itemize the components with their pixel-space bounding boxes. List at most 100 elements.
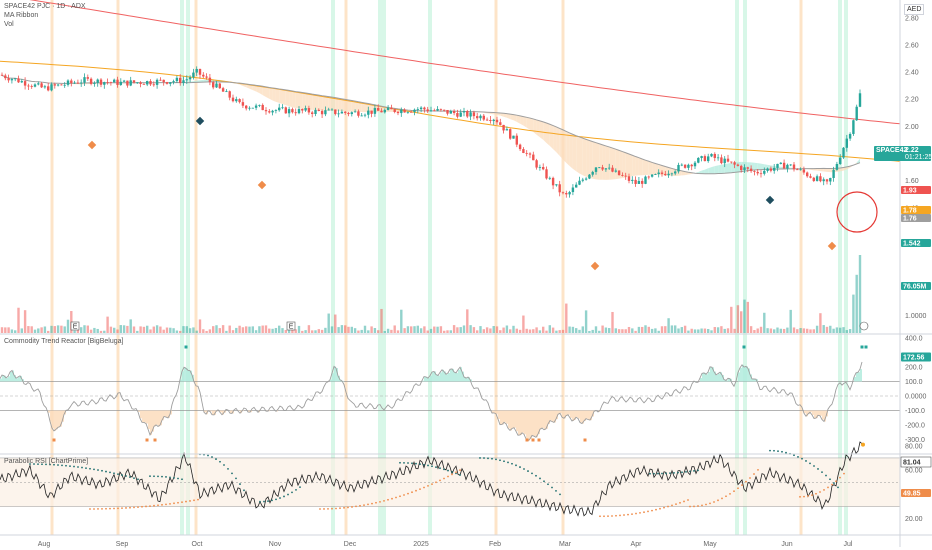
volume-bar: [370, 326, 373, 333]
candle-body: [472, 112, 476, 117]
ribbon-fill-segment: [764, 164, 768, 170]
ctr-pane-title[interactable]: Commodity Trend Reactor [BigBeluga]: [4, 338, 124, 345]
candle-body: [604, 168, 608, 170]
prsi-sar-dot: [129, 506, 131, 509]
prsi-sar-dot: [535, 474, 537, 477]
ribbon-fill-segment: [328, 96, 332, 111]
ribbon-fill-segment: [721, 164, 725, 174]
candle-body: [271, 110, 274, 113]
candle-body: [538, 167, 542, 168]
ribbon-fill-segment: [533, 118, 537, 135]
prsi-pane-title[interactable]: Parabolic RSI [ChartPrime]: [4, 458, 89, 465]
prsi-sar-dot: [627, 513, 629, 516]
ctr-fill: [458, 369, 460, 382]
ma-mid-tag: [901, 206, 931, 214]
prsi-sar-dot: [797, 455, 799, 458]
prsi-sar-dot: [733, 490, 735, 493]
ribbon-fill-segment: [285, 89, 290, 107]
prsi-sar-dot: [189, 500, 191, 502]
volume-bar: [730, 306, 733, 333]
volume-bar: [472, 327, 476, 333]
ribbon-fill-segment: [500, 112, 504, 117]
prsi-sar-dot: [347, 506, 349, 509]
candle-body: [258, 104, 261, 106]
ctr-fill: [706, 374, 708, 382]
candle-body: [466, 111, 469, 117]
ctr-signal-dot: [864, 345, 868, 349]
prsi-sar-dot: [89, 467, 91, 470]
currency-badge[interactable]: AED: [904, 4, 925, 15]
candle-body: [301, 109, 304, 111]
ribbon-fill-segment: [536, 119, 540, 138]
ribbon-fill-segment: [576, 135, 580, 174]
prsi-sar-dot: [299, 486, 301, 489]
price-axis[interactable]: 3.203.002.802.602.402.202.001.801.601.40…: [905, 0, 927, 523]
prsi-sar-dot: [93, 508, 95, 510]
volume-bar: [654, 328, 657, 333]
candle-body: [687, 164, 690, 168]
ctr-fill: [464, 376, 466, 382]
prsi-sar-dot: [757, 468, 759, 471]
candle-body: [617, 170, 621, 176]
prsi-sar-dot: [547, 483, 549, 486]
candle-body: [792, 164, 796, 170]
candle-body: [746, 167, 749, 169]
prsi-sar-dot: [805, 460, 807, 462]
prsi-sar-dot: [243, 489, 245, 492]
ribbon-fill-segment: [596, 142, 600, 180]
ctr-fill: [750, 374, 752, 382]
symbol-legend[interactable]: SPACE42 PJC · 1D · ADX: [4, 3, 86, 10]
ctr-fill: [532, 410, 534, 436]
volume-bar: [749, 326, 753, 333]
prsi-sar-dot: [447, 469, 449, 472]
candle-body: [179, 77, 182, 84]
vol-legend[interactable]: Vol: [4, 21, 14, 28]
candle-body: [779, 162, 782, 164]
volume-bar: [832, 328, 835, 333]
volume-bar: [674, 325, 677, 333]
time-axis[interactable]: Aug Sep Oct Nov Dec 2025 Feb Mar Apr May Jun Jul: [38, 541, 853, 548]
volume-bar: [179, 330, 182, 333]
ribbon-fill-segment: [299, 91, 303, 109]
ctr-fill: [716, 374, 718, 382]
volume-bar: [598, 330, 601, 333]
ctr-fill: [56, 410, 58, 430]
prsi-sar-dot: [149, 505, 151, 507]
ctr-fill: [704, 372, 706, 382]
highlight-circle: [836, 191, 878, 233]
candle-body: [93, 82, 96, 84]
prsi-sar-dot: [275, 498, 277, 501]
prsi-sar-dot: [643, 511, 645, 514]
volume-bar: [357, 330, 360, 333]
volume-bar: [733, 328, 736, 333]
price-tick-label: 2.80: [905, 15, 919, 22]
volume-bar: [251, 326, 254, 333]
prsi-sar-dot: [407, 492, 409, 495]
volume-bar: [449, 330, 452, 333]
volume-bar: [43, 326, 47, 333]
prsi-sar-dot: [105, 507, 107, 510]
candle-body: [396, 111, 400, 114]
prsi-sar-dot: [323, 508, 325, 510]
ribbon-fill-segment: [513, 114, 517, 122]
volume-bar: [502, 327, 505, 333]
ribbon-fill-segment: [698, 170, 702, 174]
ribbon-fill-segment: [510, 114, 514, 121]
volume-bar: [789, 309, 792, 333]
volume-bar: [7, 327, 10, 333]
ctr-fill: [572, 410, 574, 421]
volume-bar: [337, 327, 340, 333]
prsi-sar-tag-text: 49.85: [903, 491, 921, 498]
candle-body: [80, 82, 83, 84]
prsi-sar-dot: [455, 471, 457, 474]
prsi-sar-dot: [375, 501, 377, 504]
candle-body: [525, 152, 528, 154]
prsi-sar-dot: [141, 505, 143, 508]
volume-bar: [66, 319, 70, 333]
ma-ribbon-legend[interactable]: MA Ribbon: [4, 12, 39, 19]
volume-bar: [215, 325, 218, 333]
volume-bar: [122, 325, 126, 333]
prsi-sar-dot: [65, 464, 67, 467]
ribbon-fill-segment: [625, 152, 629, 178]
